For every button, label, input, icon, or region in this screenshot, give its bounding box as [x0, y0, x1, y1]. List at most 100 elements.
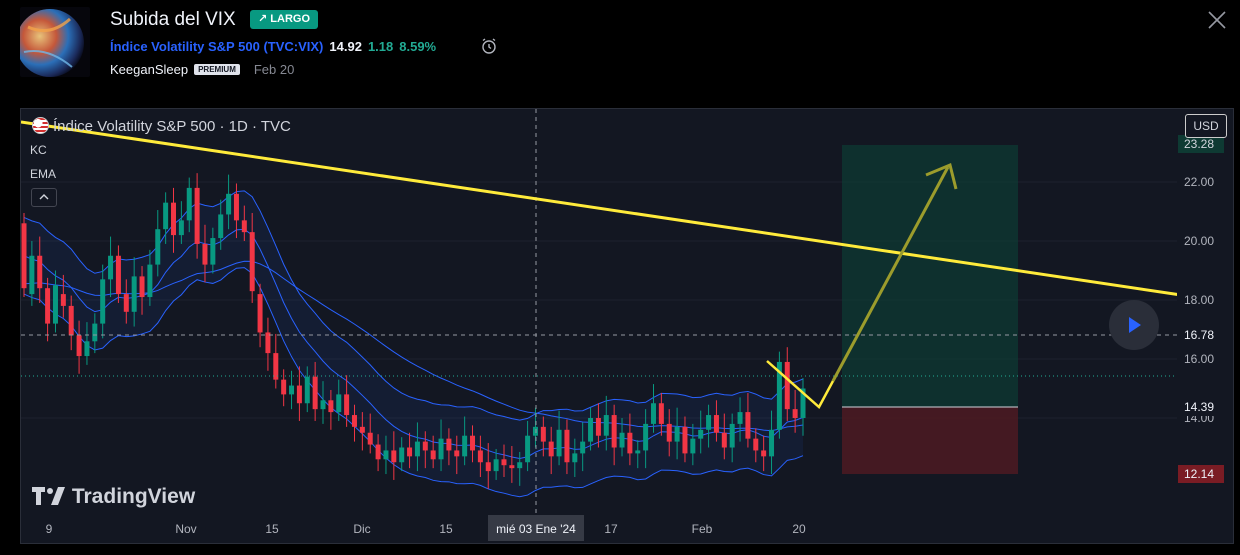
arrow-up-right-icon: ↗: [258, 13, 268, 25]
price-chart[interactable]: 22.0020.0018.0016.0014.0023.2816.7814.39…: [21, 109, 1233, 543]
candle-body: [595, 418, 601, 436]
trendline: [21, 120, 1182, 297]
channel-upper: [23, 190, 804, 421]
price-tick-label: 16.00: [1184, 352, 1214, 366]
candle-body: [580, 441, 586, 454]
close-icon[interactable]: [1206, 9, 1228, 31]
price-change: 1.18: [367, 39, 394, 54]
time-tick-label: 15: [439, 522, 453, 536]
us-flag-icon: [32, 117, 49, 134]
time-tick-label: 20: [792, 522, 806, 536]
indicator-ema[interactable]: EMA: [30, 167, 57, 181]
legend-text: Índice Volatility S&P 500 · 1D · TVC: [53, 118, 291, 135]
candle-body: [446, 438, 452, 451]
crosshair-price-label: [1178, 326, 1224, 344]
candle-body: [289, 385, 295, 395]
candle-body: [627, 432, 633, 454]
candle-body: [76, 335, 82, 357]
price-axis-labels: 22.0020.0018.0016.0014.0023.2816.7814.39…: [1178, 135, 1224, 483]
price-tick-label: 20.00: [1184, 234, 1214, 248]
candle-body: [721, 432, 727, 448]
candle-body: [682, 426, 688, 454]
candle-body: [564, 429, 570, 463]
chart-pane[interactable]: 22.00 20.00 18.00 16.00 14.00 23.28 16.78 14.39…: [20, 108, 1234, 544]
candle-body: [619, 432, 625, 448]
candle-body: [635, 450, 641, 454]
candle-body: [737, 412, 743, 424]
target-zone: [842, 145, 1018, 407]
candle-body: [68, 305, 74, 336]
candle-body: [249, 232, 255, 292]
candle-body: [108, 255, 114, 280]
author-thumbnail[interactable]: [20, 7, 90, 77]
time-tick-label: 17: [604, 522, 618, 536]
candle-body: [414, 441, 420, 457]
target-price-label: [1178, 135, 1224, 153]
candle-body: [218, 214, 224, 239]
candle-body: [532, 426, 538, 436]
stop-zone: [842, 407, 1018, 474]
candle-body: [430, 450, 436, 460]
crosshair-price-label-text: 16.78: [1184, 328, 1214, 342]
author-line: KeeganSleep PREMIUM Feb 20: [110, 62, 294, 77]
candle-body: [100, 279, 106, 324]
candle-body: [407, 447, 413, 457]
candle-body: [674, 426, 680, 442]
candle-body: [729, 423, 735, 448]
time-tick-label: Feb: [692, 522, 713, 536]
collapse-indicators-button[interactable]: [31, 188, 57, 207]
candle-body: [60, 294, 66, 306]
candle-body: [359, 426, 365, 433]
price-tick-label: 18.00: [1184, 293, 1214, 307]
indicator-kc[interactable]: KC: [30, 143, 47, 157]
candle-body: [84, 341, 90, 357]
candle-body: [462, 435, 468, 457]
candles: [21, 173, 806, 489]
idea-title: Subida del VIX: [110, 9, 236, 30]
symbol-ticker[interactable]: (TVC:VIX): [263, 39, 324, 54]
publish-date: Feb 20: [253, 62, 295, 77]
candle-body: [210, 238, 216, 265]
currency-button[interactable]: USD: [1185, 114, 1227, 138]
candle-body: [769, 429, 775, 457]
chevron-up-icon: [39, 194, 49, 200]
candle-body: [304, 376, 310, 404]
candle-body: [391, 450, 397, 463]
alarm-clock-icon[interactable]: [480, 37, 498, 55]
channel-middle: [23, 228, 804, 459]
time-tick-label: 15: [265, 522, 279, 536]
chart-legend[interactable]: Índice Volatility S&P 500 · 1D · TVC: [32, 117, 291, 135]
play-replay-button[interactable]: [1109, 300, 1159, 350]
symbol-line: Índice Volatility S&P 500 (TVC:VIX) 14.92…: [110, 39, 436, 54]
symbol-name[interactable]: Índice Volatility S&P 500: [110, 39, 260, 54]
candle-body: [485, 462, 491, 472]
price-change-pct: 8.59%: [399, 39, 437, 54]
projection-zigzag: [766, 360, 835, 409]
candle-body: [139, 276, 145, 298]
candle-body: [800, 388, 806, 418]
idea-header: Subida del VIX ↗ LARGO Índice Volatility…: [0, 0, 1240, 100]
candle-body: [548, 441, 554, 457]
author-name[interactable]: KeeganSleep: [110, 62, 189, 77]
candle-body: [273, 353, 279, 380]
candle-body: [501, 459, 507, 466]
candle-body: [29, 255, 35, 295]
candle-body: [493, 459, 499, 472]
symbol-link[interactable]: Índice Volatility S&P 500 (TVC:VIX): [110, 39, 323, 54]
candle-body: [690, 438, 696, 454]
entry-price-label: [1178, 398, 1224, 416]
candle-body: [572, 453, 578, 463]
candle-body: [320, 400, 326, 410]
candle-body: [115, 255, 121, 295]
candle-body: [52, 285, 58, 324]
candle-body: [454, 450, 460, 457]
candle-body: [706, 415, 712, 430]
candle-body: [666, 423, 672, 442]
tradingview-watermark: TradingView: [32, 485, 195, 509]
candle-body: [650, 403, 656, 424]
candle-body: [328, 400, 334, 413]
time-tick-label: Dic: [353, 522, 370, 536]
candle-body: [713, 415, 719, 433]
candle-body: [123, 294, 129, 312]
stop-price-label: [1178, 465, 1224, 483]
